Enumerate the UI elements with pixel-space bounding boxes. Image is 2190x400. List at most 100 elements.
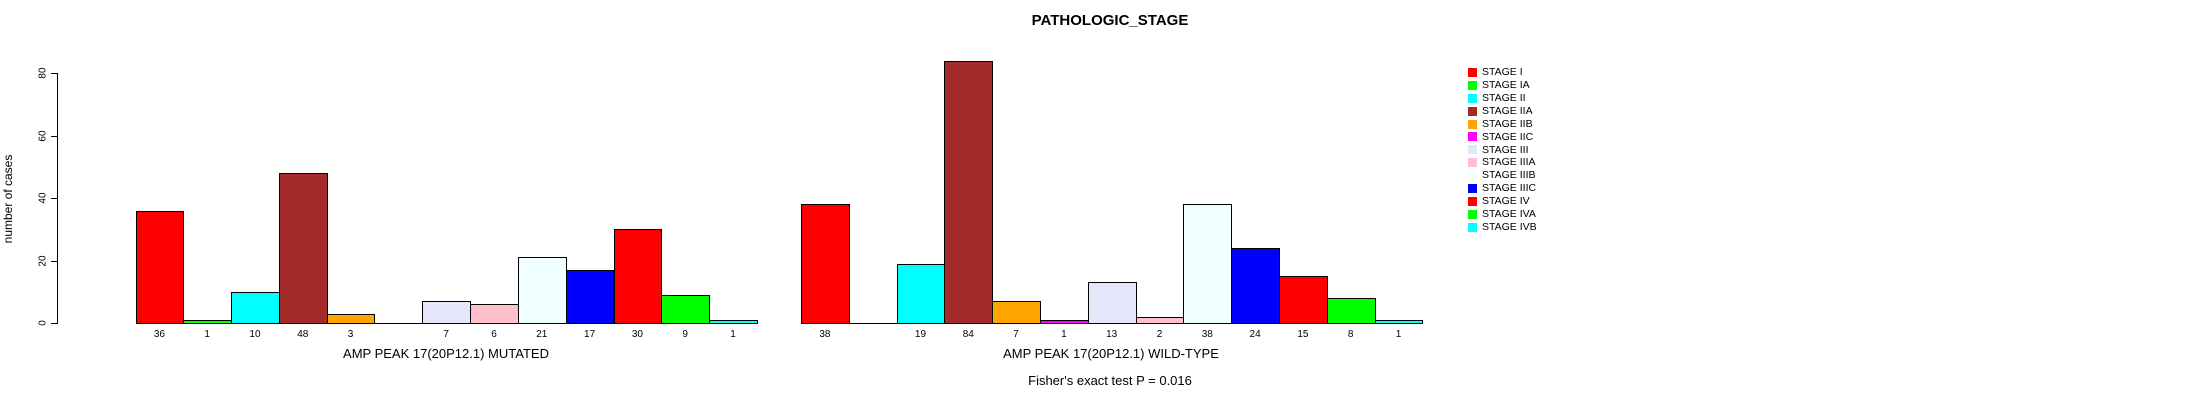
bar-stage-ivb bbox=[1374, 319, 1424, 324]
bar-stage-iv bbox=[613, 229, 663, 324]
bar-value-label: 38 bbox=[819, 329, 831, 340]
x-axis-group-label-wild-type: AMP PEAK 17(20P12.1) WILD-TYPE bbox=[1003, 346, 1219, 361]
bar-stage-ii bbox=[231, 291, 280, 324]
legend-item-label: STAGE IIIA bbox=[1482, 156, 1536, 169]
bar-value-label: 48 bbox=[297, 329, 309, 340]
y-axis-tick bbox=[51, 323, 57, 324]
bar-value-label: 10 bbox=[249, 329, 261, 340]
legend-item-label: STAGE IIA bbox=[1482, 104, 1533, 117]
legend-color-swatch bbox=[1468, 93, 1477, 103]
bar-stage-iv bbox=[1279, 276, 1328, 324]
bar-stage-iiia bbox=[1135, 316, 1185, 324]
legend-item: STAGE IIB bbox=[1468, 118, 1537, 131]
legend-color-swatch bbox=[1468, 145, 1477, 155]
legend-color-swatch bbox=[1468, 183, 1477, 193]
bar-stage-ia bbox=[183, 319, 233, 324]
legend-item: STAGE IA bbox=[1468, 79, 1537, 92]
legend-item: STAGE IIA bbox=[1468, 105, 1537, 118]
bar-value-label: 1 bbox=[730, 329, 736, 340]
bar-value-label: 84 bbox=[962, 329, 974, 340]
bar-stage-iib bbox=[326, 313, 376, 324]
legend-color-swatch bbox=[1468, 80, 1477, 90]
bar-stage-ivb bbox=[709, 319, 758, 324]
bar-value-label: 3 bbox=[347, 329, 354, 340]
bar-value-label: 2 bbox=[1156, 329, 1163, 340]
bar-value-label: 38 bbox=[1201, 329, 1213, 340]
bar-value-label: 36 bbox=[153, 329, 165, 340]
y-axis-line bbox=[57, 73, 58, 324]
legend-item-label: STAGE IVA bbox=[1482, 207, 1536, 220]
bar-value-label: 15 bbox=[1297, 329, 1309, 340]
legend-color-swatch bbox=[1468, 222, 1477, 232]
legend: STAGE I STAGE IA STAGE II STAGE IIA STAGE II… bbox=[1468, 66, 1537, 234]
y-tick-label: 80 bbox=[37, 67, 49, 79]
bar-value-label: 24 bbox=[1249, 329, 1261, 340]
bar-value-label: 1 bbox=[1395, 329, 1402, 340]
legend-item: STAGE I bbox=[1468, 66, 1537, 79]
legend-item-label: STAGE III bbox=[1482, 143, 1529, 156]
legend-color-swatch bbox=[1468, 106, 1477, 116]
y-axis-label: number of cases bbox=[1, 154, 15, 244]
bar-stage-iiic bbox=[565, 269, 615, 324]
legend-item: STAGE II bbox=[1468, 92, 1537, 105]
bar-stage-iva bbox=[1326, 298, 1376, 324]
bar-value-label: 9 bbox=[682, 329, 688, 340]
bar-stage-i bbox=[135, 210, 185, 324]
bar-stage-iii bbox=[1087, 282, 1137, 324]
legend-item-label: STAGE IIC bbox=[1482, 130, 1534, 143]
bar-value-label: 17 bbox=[584, 329, 596, 340]
legend-item: STAGE IVB bbox=[1468, 221, 1537, 234]
legend-color-swatch bbox=[1468, 158, 1477, 168]
bar-stage-iiic bbox=[1231, 248, 1280, 324]
bar-stage-iia bbox=[278, 173, 328, 324]
y-tick-label: 0 bbox=[37, 320, 49, 326]
legend-item-label: STAGE IIIC bbox=[1482, 182, 1537, 195]
bar-stage-iia bbox=[944, 60, 994, 324]
bar-value-label: 21 bbox=[536, 329, 548, 340]
legend-item-label: STAGE II bbox=[1482, 91, 1526, 104]
legend-item: STAGE IIIA bbox=[1468, 156, 1537, 169]
bar-stage-iic bbox=[1040, 319, 1089, 324]
bar-value-label: 6 bbox=[491, 329, 497, 340]
legend-item-label: STAGE IIIB bbox=[1482, 169, 1536, 182]
legend-item: STAGE IVA bbox=[1468, 208, 1537, 221]
legend-color-swatch bbox=[1468, 67, 1477, 77]
bar-value-label: 7 bbox=[1013, 329, 1019, 340]
legend-item-label: STAGE IVB bbox=[1482, 220, 1537, 233]
bar-stage-ii bbox=[896, 263, 946, 324]
legend-item: STAGE III bbox=[1468, 143, 1537, 156]
y-axis-tick bbox=[51, 73, 57, 74]
bar-stage-iiib bbox=[517, 257, 567, 324]
bar-stage-iii bbox=[422, 301, 472, 324]
y-axis-tick bbox=[51, 260, 57, 262]
legend-item-label: STAGE IV bbox=[1482, 195, 1530, 208]
legend-item: STAGE IIC bbox=[1468, 130, 1537, 143]
bar-value-label: 8 bbox=[1347, 329, 1354, 340]
legend-color-swatch bbox=[1468, 132, 1477, 142]
bar-value-label: 1 bbox=[204, 329, 210, 340]
y-tick-label: 60 bbox=[37, 129, 49, 142]
legend-color-swatch bbox=[1468, 209, 1477, 219]
legend-color-swatch bbox=[1468, 171, 1477, 181]
bar-stage-i bbox=[801, 204, 850, 324]
y-tick-label: 40 bbox=[37, 192, 49, 204]
legend-item: STAGE IIIC bbox=[1468, 182, 1537, 195]
bar-stage-iiia bbox=[470, 304, 519, 324]
legend-item: STAGE IV bbox=[1468, 195, 1537, 208]
legend-item-label: STAGE I bbox=[1482, 66, 1523, 79]
bar-value-label: 1 bbox=[1061, 329, 1067, 340]
y-axis-tick bbox=[51, 135, 57, 137]
bar-value-label: 19 bbox=[914, 329, 927, 340]
y-tick-label: 20 bbox=[37, 254, 49, 267]
legend-item: STAGE IIIB bbox=[1468, 169, 1537, 182]
bar-stage-iib bbox=[992, 301, 1041, 324]
legend-color-swatch bbox=[1468, 196, 1477, 206]
x-axis-group-label-mutated: AMP PEAK 17(20P12.1) MUTATED bbox=[343, 346, 549, 361]
bar-value-label: 30 bbox=[631, 329, 643, 340]
fisher-test-annotation: Fisher's exact test P = 0.016 bbox=[1028, 373, 1192, 388]
bar-stage-iiib bbox=[1183, 204, 1233, 324]
bar-stage-iva bbox=[661, 294, 711, 324]
legend-color-swatch bbox=[1468, 119, 1477, 129]
chart-title: PATHOLOGIC_STAGE bbox=[1031, 12, 1189, 29]
